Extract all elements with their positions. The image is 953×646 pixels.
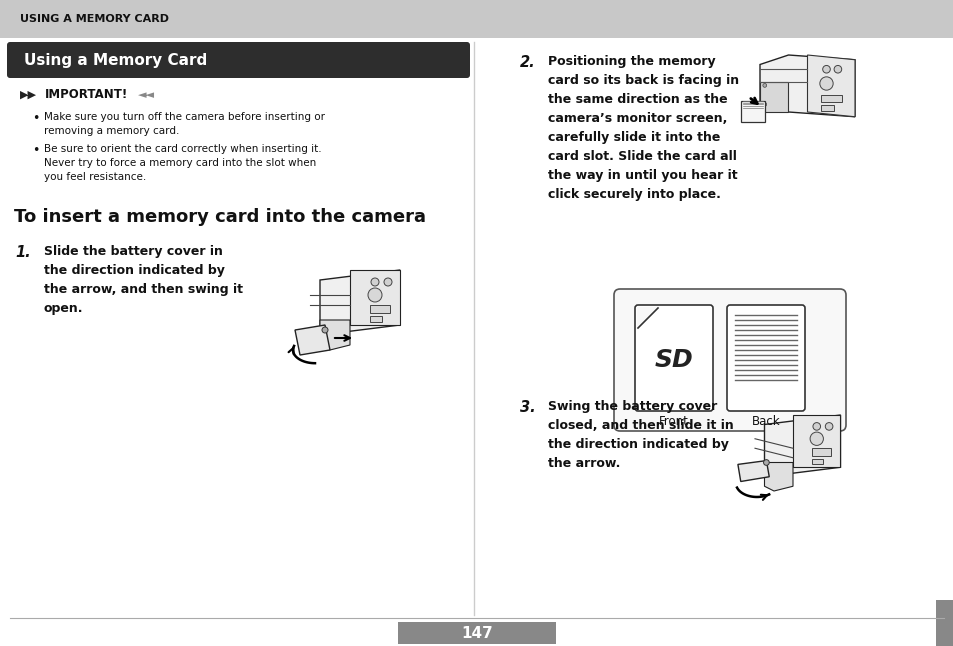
Text: To insert a memory card into the camera: To insert a memory card into the camera (14, 208, 426, 226)
Text: Swing the battery cover
closed, and then slide it in
the direction indicated by
: Swing the battery cover closed, and then… (547, 400, 733, 470)
Bar (935, 600, 953, 646)
Text: USING A MEMORY CARD: USING A MEMORY CARD (20, 14, 169, 24)
Text: 3.: 3. (519, 400, 535, 415)
Circle shape (762, 460, 768, 465)
Bar (820, 105, 833, 111)
Circle shape (833, 65, 841, 73)
FancyBboxPatch shape (614, 289, 845, 431)
Polygon shape (763, 463, 792, 491)
Text: 2.: 2. (519, 55, 535, 70)
Text: •: • (32, 112, 39, 125)
Bar (0, 0, 953, 38)
Polygon shape (319, 270, 399, 335)
Polygon shape (740, 101, 764, 121)
Polygon shape (760, 55, 854, 117)
Bar (760, 81, 788, 112)
Bar (811, 448, 830, 456)
Circle shape (812, 422, 820, 430)
Text: IMPORTANT!: IMPORTANT! (45, 89, 128, 101)
Text: 1.: 1. (15, 245, 30, 260)
Text: Be sure to orient the card correctly when inserting it.
Never try to force a mem: Be sure to orient the card correctly whe… (44, 144, 321, 182)
Text: ▶▶: ▶▶ (20, 90, 37, 100)
Polygon shape (319, 320, 350, 350)
Polygon shape (806, 55, 854, 117)
Circle shape (762, 83, 766, 87)
FancyBboxPatch shape (726, 305, 804, 411)
Polygon shape (294, 325, 330, 355)
Circle shape (824, 422, 832, 430)
Bar (820, 95, 841, 103)
Bar (397, 622, 556, 644)
Circle shape (821, 65, 829, 73)
Polygon shape (350, 270, 399, 325)
Polygon shape (737, 461, 768, 481)
FancyBboxPatch shape (7, 42, 470, 78)
Text: •: • (32, 144, 39, 157)
Text: Positioning the memory
card so its back is facing in
the same direction as the
c: Positioning the memory card so its back … (547, 55, 739, 201)
Text: Back: Back (751, 415, 780, 428)
Polygon shape (763, 415, 840, 477)
Polygon shape (638, 308, 658, 328)
Circle shape (819, 77, 832, 90)
Circle shape (371, 278, 378, 286)
Polygon shape (792, 415, 840, 467)
Circle shape (384, 278, 392, 286)
Circle shape (762, 103, 766, 107)
Circle shape (322, 327, 328, 333)
Circle shape (368, 288, 381, 302)
Text: Using a Memory Card: Using a Memory Card (24, 52, 207, 67)
Bar (370, 305, 390, 313)
Text: Front: Front (659, 415, 688, 428)
Bar (370, 316, 381, 322)
Bar (811, 459, 822, 464)
Text: SD: SD (654, 348, 693, 372)
Text: Slide the battery cover in
the direction indicated by
the arrow, and then swing : Slide the battery cover in the direction… (44, 245, 243, 315)
FancyBboxPatch shape (635, 305, 712, 411)
Text: 147: 147 (460, 625, 493, 640)
Circle shape (809, 432, 822, 445)
Text: Make sure you turn off the camera before inserting or
removing a memory card.: Make sure you turn off the camera before… (44, 112, 325, 136)
Text: ◄◄: ◄◄ (138, 90, 154, 100)
